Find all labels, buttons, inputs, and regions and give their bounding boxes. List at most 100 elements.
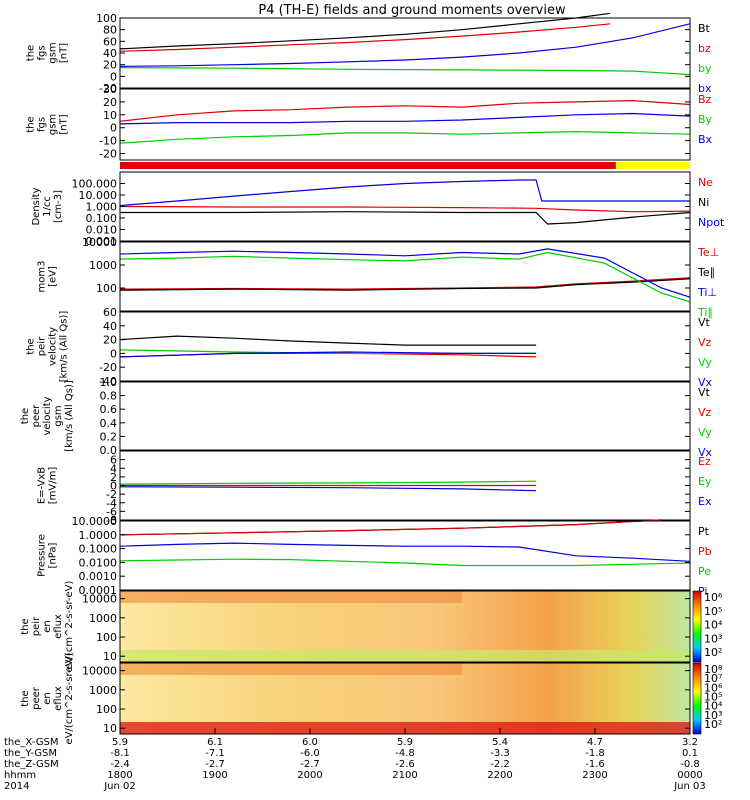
y-axis-label: [nT] (59, 114, 70, 134)
x-row-label: hhmm (4, 770, 36, 781)
colorbar-label: 10⁶ (704, 591, 723, 604)
x-row-label: the_Y-GSM (4, 748, 57, 759)
y-axis-label: the (20, 618, 31, 634)
y-tick-label: -8 (106, 514, 117, 527)
x-tick-label: 0.1 (682, 748, 698, 759)
legend-Vx: Vx (698, 446, 713, 459)
legend-Pe: Pe (698, 565, 711, 578)
legend-Pi: Pi (698, 585, 707, 598)
y-tick-label: 100 (96, 703, 117, 716)
legend-Ti⊥: Ti⊥ (697, 286, 717, 299)
panel-frame (119, 241, 691, 312)
y-tick-label: 0 (110, 480, 117, 493)
legend-Vy: Vy (698, 426, 712, 439)
legend-Ne: Ne (698, 176, 713, 189)
legend-Bx: Bx (698, 133, 713, 146)
legend-Bt: Bt (698, 22, 711, 35)
y-axis-label: velocity (42, 396, 53, 435)
y-tick-label: 0.0010 (79, 570, 118, 583)
legend-Vt: Vt (698, 316, 711, 329)
high-energy-band (120, 663, 462, 675)
y-tick-label: -2 (106, 488, 117, 501)
low-energy-band (120, 650, 690, 662)
y-tick-label: 1.0 (100, 376, 118, 389)
y-tick-label: 0.6 (100, 403, 118, 416)
y-axis-label: eflux (53, 614, 64, 639)
y-axis-label: 1/cc (42, 196, 53, 217)
x-tick-label: -2.6 (395, 759, 415, 770)
x-row-label: 2014 (4, 781, 29, 792)
y-tick-label: 2 (110, 471, 117, 484)
series-line-Bt (119, 12, 611, 50)
y-tick-label: 10000 (82, 236, 117, 249)
y-tick-label: 0 (110, 122, 117, 135)
colorbar-label: 10⁸ (704, 663, 723, 676)
colorbar-label: 10² (704, 718, 722, 731)
y-tick-label: 100 (96, 282, 117, 295)
x-tick-label: 5.4 (492, 737, 508, 748)
panel-6: Vt Vz Vy Vx 1.00.80.60.40.20.0 the peer velocit… (20, 376, 713, 459)
y-tick-label: 20 (103, 334, 117, 347)
y-tick-label: 60 (103, 306, 117, 319)
y-tick-label: 1000 (89, 612, 117, 625)
series-line-Ti⊥ (119, 248, 691, 298)
y-axis-label: fgs (37, 117, 48, 132)
x-tick-label: -0.8 (680, 759, 700, 770)
legend-Vz: Vz (698, 406, 712, 419)
series-line-Ne (119, 205, 691, 213)
x-tick-label: 3.2 (682, 737, 698, 748)
y-axis-label: the (20, 690, 31, 706)
series-line-Vx (119, 351, 537, 358)
legend-Vy: Vy (698, 356, 712, 369)
y-axis-label: peir (31, 616, 42, 636)
y-axis-label: peer (31, 404, 42, 428)
x-tick-label: -1.8 (585, 748, 605, 759)
legend-by: by (698, 62, 712, 75)
y-tick-label: -6 (106, 505, 117, 518)
legend-bx: bx (698, 82, 712, 95)
y-tick-label: 0.1000 (79, 543, 118, 556)
y-tick-label: 10000 (82, 593, 117, 606)
y-tick-label: 10.000 (79, 189, 118, 202)
colorbar-label: 10⁵ (704, 691, 722, 704)
legend-Vz: Vz (698, 336, 712, 349)
y-axis-label: eV/(cm^2-s-sr-eV) (64, 652, 75, 744)
x-tick-label: 0000 (677, 770, 702, 781)
y-axis-label: peir (37, 336, 48, 356)
y-tick-label: 0.0001 (79, 584, 118, 597)
series-line-Vt (119, 335, 537, 346)
y-axis-label: [cm-3] (53, 190, 64, 223)
series-line-Pt (119, 519, 662, 536)
y-tick-label: 1000 (89, 684, 117, 697)
series-line-Pe (119, 558, 691, 567)
y-axis-label: gsm (48, 42, 59, 63)
y-axis-label: the (26, 116, 37, 132)
y-axis-label: [mV/m] (48, 467, 59, 505)
legend-bz: bz (698, 42, 711, 55)
series-line-Ex (119, 486, 537, 492)
x-tick-label: 1800 (107, 770, 132, 781)
legend-Ni: Ni (698, 196, 709, 209)
y-axis-label: velocity (48, 327, 59, 366)
y-tick-label: 40 (103, 320, 117, 333)
legend-Pt: Pt (698, 525, 710, 538)
y-tick-label: 10.0000 (72, 515, 118, 528)
series-line-Te⊥ (119, 277, 691, 290)
y-axis-label: en (42, 692, 53, 705)
colorbar-label: 10² (704, 646, 722, 659)
y-axis-label: the (26, 338, 37, 354)
x-tick-label: 4.7 (587, 737, 603, 748)
y-tick-label: -40 (99, 375, 117, 388)
colorbar-label: 10⁷ (704, 672, 722, 685)
panel-frame (119, 381, 691, 451)
y-tick-label: 4 (110, 462, 117, 475)
series-line-Ey (119, 480, 537, 485)
x-row-label: the_Z-GSM (4, 759, 59, 770)
y-tick-label: 100.000 (72, 178, 118, 191)
y-tick-label: 0.010 (86, 224, 118, 237)
y-tick-label: 100 (96, 12, 117, 25)
y-tick-label: 0.8 (100, 390, 118, 403)
y-tick-label: 10 (103, 650, 117, 663)
x-tick-label: Jun 03 (673, 781, 706, 792)
